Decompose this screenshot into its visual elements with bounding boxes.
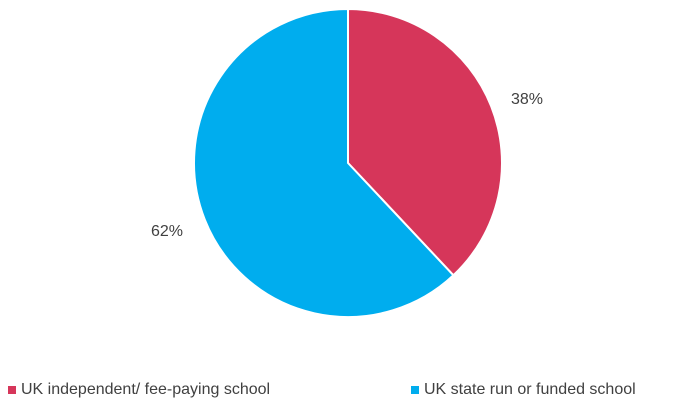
pie-slice-independent — [347, 8, 503, 277]
legend-swatch-independent — [8, 386, 16, 394]
data-label-state: 62% — [151, 223, 183, 240]
legend-item-independent: UK independent/ fee-paying school — [8, 381, 270, 399]
chart-legend: UK independent/ fee-paying school UK sta… — [0, 381, 697, 405]
pie-slice-state — [193, 8, 455, 318]
legend-swatch-state — [411, 386, 419, 394]
legend-label-independent: UK independent/ fee-paying school — [21, 381, 271, 398]
legend-item-state: UK state run or funded school — [411, 381, 636, 399]
legend-label-state: UK state run or funded school — [424, 381, 636, 398]
data-label-independent: 38% — [511, 91, 543, 108]
